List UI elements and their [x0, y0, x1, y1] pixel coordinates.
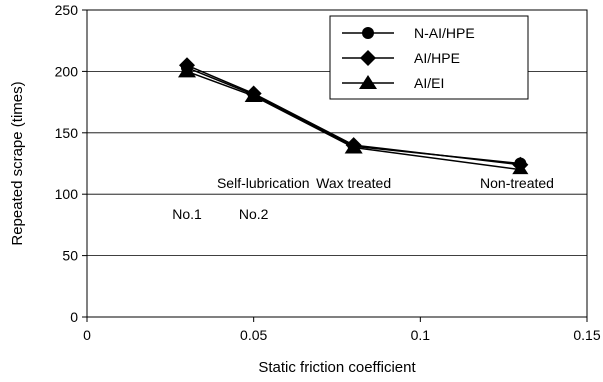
annotation-background [169, 204, 205, 223]
axis-ticks: 0 50 100 150 200 250 0 0.05 0.1 0.15 [55, 2, 601, 343]
legend-label: N-AI/HPE [414, 25, 475, 41]
annotation-background [235, 204, 272, 223]
series-ai-ei [178, 63, 530, 176]
y-axis-title: Repeated scrape (times) [9, 81, 26, 245]
legend-label: AI/EI [414, 75, 444, 91]
annotation-label: No.2 [239, 206, 269, 222]
y-tick-label: 100 [55, 186, 79, 202]
series-lines [178, 57, 530, 176]
data-point-triangle [511, 161, 530, 176]
series-line [186, 70, 521, 171]
x-tick-label: 0 [83, 327, 91, 343]
legend-label: AI/HPE [414, 50, 460, 66]
x-tick-label: 0.1 [411, 327, 431, 343]
annotation-label: Wax treated [316, 175, 391, 191]
legend-item: N-AI/HPE [342, 25, 475, 41]
annotation-label: No.1 [172, 206, 202, 222]
y-tick-label: 150 [55, 125, 79, 141]
legend-marker-triangle [359, 75, 377, 89]
y-tick-label: 250 [55, 2, 79, 18]
data-point-triangle [344, 139, 363, 154]
x-tick-label: 0.15 [573, 327, 600, 343]
y-tick-label: 0 [70, 309, 78, 325]
x-axis-title: Static friction coefficient [258, 359, 416, 376]
legend-item: AI/EI [342, 75, 444, 91]
legend-item: AI/HPE [342, 50, 460, 66]
y-tick-label: 200 [55, 63, 79, 79]
plot-area-frame [86, 9, 588, 318]
data-point-triangle [244, 87, 263, 102]
annotation-background [477, 174, 557, 193]
data-point-triangle [178, 63, 196, 78]
y-tick-label: 50 [62, 248, 78, 264]
legend-marker-diamond [360, 50, 376, 66]
legend: N-AI/HPE AI/HPE AI/EI [329, 15, 529, 100]
annotation-background [313, 174, 395, 193]
series-line [186, 64, 521, 166]
legend-marker-circle [362, 27, 374, 39]
x-tick-label: 0.05 [240, 327, 267, 343]
annotation-label: Non-treated [480, 175, 554, 191]
